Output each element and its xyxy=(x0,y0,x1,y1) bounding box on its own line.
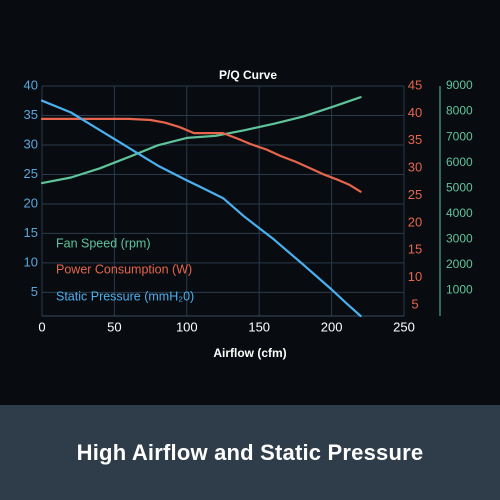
left-tick-label-0: 5 xyxy=(31,284,38,299)
legend-entry-1: Power Consumption (W) xyxy=(56,262,192,276)
right-inner-tick-label-3: 20 xyxy=(408,214,422,229)
series-line-0 xyxy=(40,96,362,185)
right-outer-tick-label-1: 2000 xyxy=(446,257,473,271)
x-tick-label-3: 150 xyxy=(248,319,270,334)
left-tick-label-6: 35 xyxy=(24,107,38,122)
right-inner-tick-label-1: 10 xyxy=(408,269,422,284)
left-tick-label-5: 30 xyxy=(24,136,38,151)
right-outer-tick-label-4: 5000 xyxy=(446,180,473,194)
x-axis-label: Airflow (cfm) xyxy=(213,346,286,360)
legend-entry-2: Static Pressure (mmH₂0) xyxy=(56,289,194,303)
caption-text: High Airflow and Static Pressure xyxy=(76,439,424,465)
right-outer-tick-label-8: 9000 xyxy=(446,78,473,92)
series-layer xyxy=(40,96,362,318)
right-outer-tick-label-3: 4000 xyxy=(446,206,473,220)
left-tick-label-4: 25 xyxy=(24,166,38,181)
right-inner-tick-label-8: 45 xyxy=(408,77,422,92)
series-line-1 xyxy=(40,117,362,193)
axis-x-ticks: 0 50 100 150 200 250 xyxy=(38,319,414,334)
axis-right-outer-ticks: 1000 2000 3000 4000 5000 6000 7000 8000 9000 xyxy=(439,78,473,316)
right-outer-tick-label-2: 3000 xyxy=(446,232,473,246)
series-line-2 xyxy=(40,99,362,318)
legend-entry-0: Fan Speed (rpm) xyxy=(56,236,150,250)
x-tick-label-0: 0 xyxy=(38,319,45,334)
left-tick-label-1: 10 xyxy=(24,254,38,269)
axis-right-inner-ticks: 5 10 15 20 25 30 35 40 45 xyxy=(408,77,422,311)
chart-title: P/Q Curve xyxy=(219,68,277,82)
left-tick-label-3: 20 xyxy=(24,195,38,210)
right-outer-tick-label-7: 8000 xyxy=(446,104,473,118)
right-inner-tick-label-7: 40 xyxy=(408,105,422,120)
x-tick-label-1: 50 xyxy=(107,319,121,334)
left-tick-label-7: 40 xyxy=(24,77,38,92)
right-inner-tick-label-6: 35 xyxy=(408,132,422,147)
right-inner-tick-label-4: 25 xyxy=(408,187,422,202)
axis-left-ticks: 5 10 15 20 25 30 35 40 xyxy=(24,77,38,298)
pq-curve-chart: P/Q Curve 5 10 15 20 25 30 35 40 5 10 15 20 25 30 35 4… xyxy=(24,68,473,360)
right-inner-tick-label-0: 5 xyxy=(411,296,418,311)
x-tick-label-2: 100 xyxy=(176,319,198,334)
x-tick-label-4: 200 xyxy=(321,319,343,334)
right-outer-tick-label-6: 7000 xyxy=(446,129,473,143)
right-inner-tick-label-5: 30 xyxy=(408,160,422,175)
right-outer-tick-label-0: 1000 xyxy=(446,283,473,297)
left-tick-label-2: 15 xyxy=(24,225,38,240)
right-outer-tick-label-5: 6000 xyxy=(446,155,473,169)
legend: Fan Speed (rpm) Power Consumption (W) Stat… xyxy=(56,236,194,303)
x-tick-label-5: 250 xyxy=(393,319,415,334)
right-inner-tick-label-2: 15 xyxy=(408,242,422,257)
grid-lines xyxy=(41,85,405,317)
caption-banner: High Airflow and Static Pressure xyxy=(0,405,500,500)
